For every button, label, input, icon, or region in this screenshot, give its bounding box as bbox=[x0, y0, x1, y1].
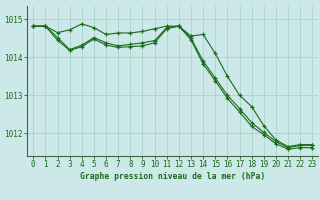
X-axis label: Graphe pression niveau de la mer (hPa): Graphe pression niveau de la mer (hPa) bbox=[80, 172, 265, 181]
